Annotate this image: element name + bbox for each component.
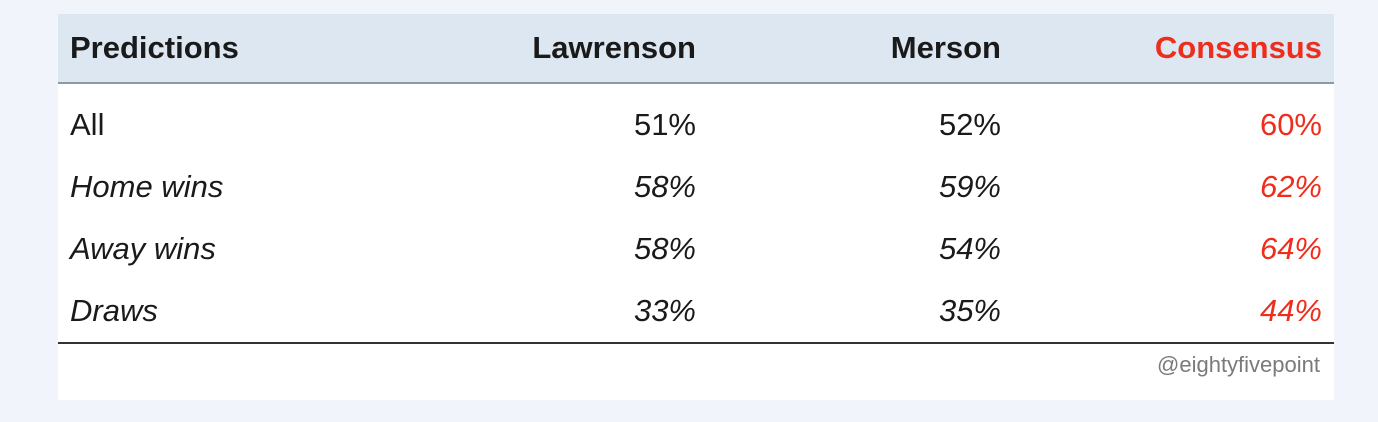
row-label: Away wins xyxy=(70,231,216,266)
table-row-draws: Draws 33% 35% 44% xyxy=(58,280,1334,344)
header-lawrenson: Lawrenson xyxy=(398,14,708,84)
header-predictions: Predictions xyxy=(58,14,398,84)
table-row-all: All 51% 52% 60% xyxy=(58,83,1334,156)
row-label: Home wins xyxy=(70,169,224,204)
cell-lawrenson: 58% xyxy=(633,231,696,266)
cell-consensus: 44% xyxy=(1013,280,1334,344)
prediction-accuracy-table: Predictions Lawrenson Merson Consensus A… xyxy=(58,14,1334,344)
table-row-away-wins: Away wins 58% 54% 64% xyxy=(58,218,1334,280)
cell-consensus: 64% xyxy=(1259,231,1322,266)
row-label: Draws xyxy=(58,280,398,344)
cell-consensus: 60% xyxy=(1259,107,1322,142)
cell-consensus: 62% xyxy=(1259,169,1322,204)
table-header: Predictions Lawrenson Merson Consensus xyxy=(58,14,1334,84)
cell-merson: 59% xyxy=(938,169,1001,204)
source-credit: @eightyfivepoint xyxy=(1157,352,1320,377)
cell-lawrenson: 51% xyxy=(633,107,696,142)
table-body: All 51% 52% 60% Home wins 58% 59% 62% Aw… xyxy=(58,83,1334,344)
row-label: All xyxy=(70,107,105,142)
header-consensus: Consensus xyxy=(1013,14,1334,84)
prediction-accuracy-table-card: Predictions Lawrenson Merson Consensus A… xyxy=(58,14,1334,400)
table-row-home-wins: Home wins 58% 59% 62% xyxy=(58,156,1334,218)
header-row: Predictions Lawrenson Merson Consensus xyxy=(58,14,1334,84)
cell-lawrenson: 58% xyxy=(633,169,696,204)
cell-merson: 54% xyxy=(938,231,1001,266)
cell-merson: 35% xyxy=(708,280,1013,344)
cell-merson: 52% xyxy=(938,107,1001,142)
cell-lawrenson: 33% xyxy=(398,280,708,344)
header-merson: Merson xyxy=(708,14,1013,84)
